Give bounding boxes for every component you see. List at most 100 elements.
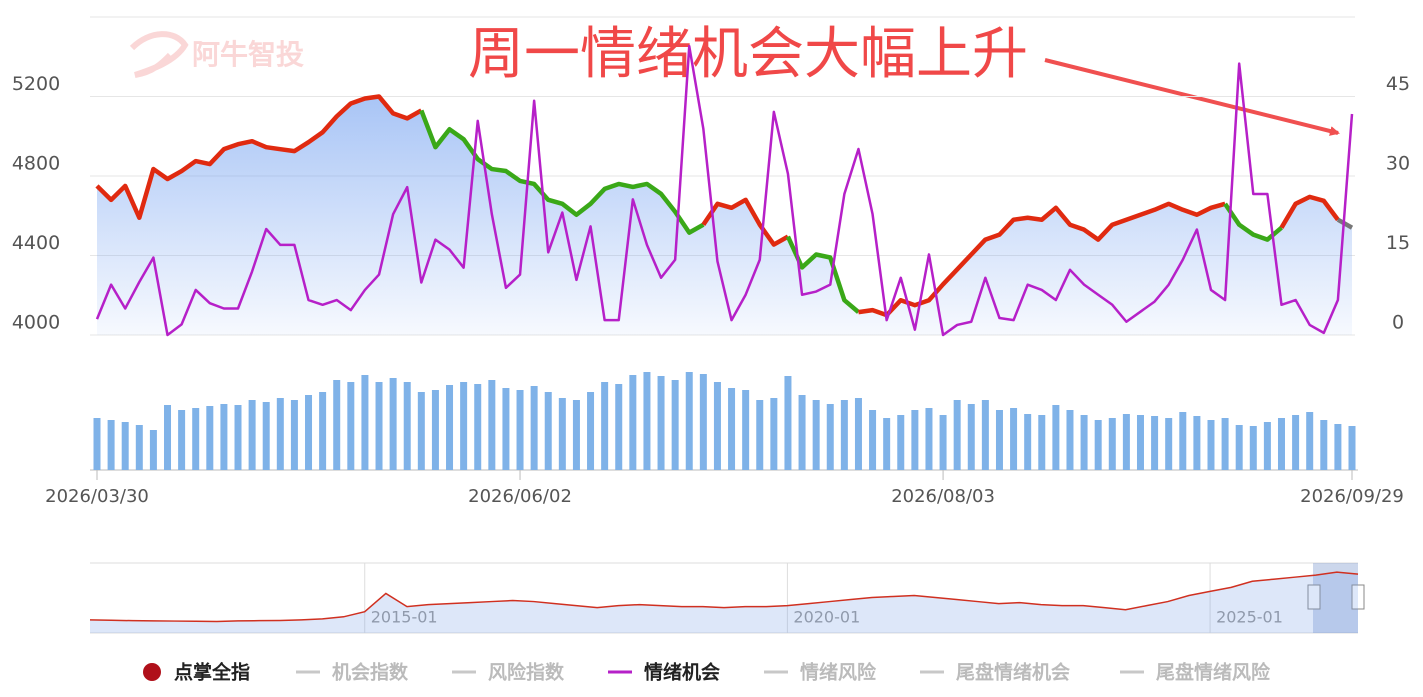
volume-bar [925,408,933,470]
volume-bar [319,392,327,470]
volume-bar [601,382,609,470]
logo [129,31,189,78]
index-line [95,94,423,220]
volume-bar [728,388,736,470]
volume-bar [981,400,989,470]
volume-bar [417,392,425,470]
volume-bar [713,382,721,470]
volume-bar [206,406,214,470]
volume-bar [1136,415,1144,470]
volume-bar [1221,418,1229,470]
volume-bar [403,382,411,470]
volume-bar [361,375,369,470]
volume-bar [1235,425,1243,470]
volume-bar [93,418,101,470]
volume-bar [840,400,848,470]
volume-bar [897,415,905,470]
x-tick-label: 2026/08/03 [891,486,995,507]
volume-bar [290,400,298,470]
y2-tick-label: 15 [1386,232,1410,254]
volume-bar [1122,414,1130,470]
volume-bar [572,400,580,470]
volume-bar [502,388,510,470]
index-area [97,96,1352,335]
navigator-handle[interactable] [1307,584,1321,610]
sentiment-line [95,44,1354,337]
x-tick-label: 2026/06/02 [468,486,572,507]
volume-bar [671,380,679,470]
legend-label[interactable]: 机会指数 [332,661,409,684]
volume-bar [276,398,284,470]
volume-bar [1193,416,1201,470]
volume-bar [1277,418,1285,470]
volume-bar [699,374,707,470]
legend-label[interactable]: 尾盘情绪机会 [956,661,1070,684]
volume-bar [516,390,524,470]
volume-bar [756,400,764,470]
y-tick-label: 4800 [12,153,60,175]
volume-bar [474,384,482,470]
volume-bar [995,410,1003,470]
volume-bar [911,410,919,470]
navigator-handle[interactable] [1351,584,1365,610]
volume-bar [812,400,820,470]
volume-bar [305,395,313,470]
legend-label[interactable]: 风险指数 [488,661,565,684]
volume-bar [587,392,595,470]
volume-bar [1108,418,1116,470]
navigator-label: 2020-01 [793,608,860,627]
volume-bar [347,382,355,470]
volume-bar [389,378,397,470]
legend-marker[interactable] [143,663,161,681]
y-tick-label: 5200 [12,73,60,95]
volume-bar [1066,410,1074,470]
volume-bar [826,404,834,470]
volume-bar [220,404,228,470]
y2-tick-label: 30 [1386,153,1410,175]
y-tick-label: 4400 [12,232,60,254]
legend-label[interactable]: 情绪机会 [644,661,720,684]
legend-label[interactable]: 尾盘情绪风险 [1156,661,1271,684]
volume-bar [460,382,468,470]
volume-bar [1334,424,1342,470]
index-line [1336,217,1354,230]
volume-bar [262,402,270,470]
volume-bar [544,392,552,470]
volume-bar [178,410,186,470]
navigator-line [89,571,1359,623]
index-line [785,235,860,314]
volume-bar [1249,426,1257,470]
volume-bar [248,400,256,470]
navigator-label: 2015-01 [371,608,438,627]
volume-bar [1207,420,1215,470]
volume-bar [1306,412,1314,470]
volume-bar [149,430,157,470]
legend-label[interactable]: 点掌全指 [174,661,250,684]
index-line [1279,194,1340,229]
volume-bar [953,400,961,470]
volume-bar [431,390,439,470]
volume-bar [1348,426,1356,470]
volume-bar [135,425,143,470]
volume-bar [530,386,538,470]
volume-bar [685,372,693,470]
volume-bar [854,398,862,470]
y2-tick-label: 45 [1386,73,1410,95]
volume-bar [1179,412,1187,470]
y-tick-label: 4000 [12,312,60,334]
volume-bar [1052,405,1060,470]
navigator-label: 2025-01 [1216,608,1283,627]
volume-bar [615,384,623,470]
volume-bar [192,408,200,470]
volume-bar [1080,415,1088,470]
volume-bar [643,372,651,470]
volume-bar [1151,416,1159,470]
volume-bar [107,420,115,470]
legend-label[interactable]: 情绪风险 [800,661,877,684]
x-tick-label: 2026/09/29 [1300,486,1404,507]
volume-bar [657,376,665,470]
volume-bar [446,385,454,470]
volume-bar [1038,415,1046,470]
x-tick-label: 2026/03/30 [45,486,149,507]
